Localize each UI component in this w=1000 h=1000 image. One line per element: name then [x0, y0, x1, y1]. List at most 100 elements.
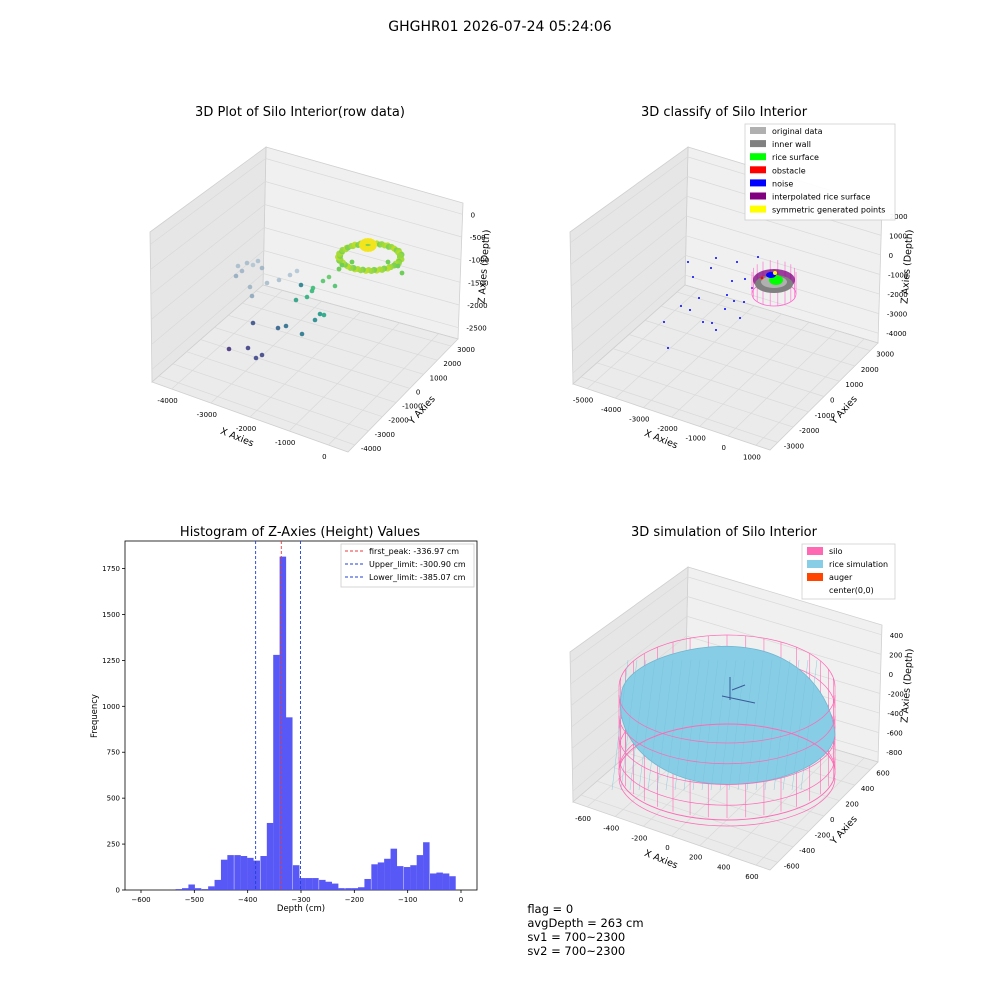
- sv1-readout: sv1 = 700~2300: [527, 930, 626, 944]
- histogram-bar: [227, 855, 234, 890]
- histogram-y-tick-label: 1750: [102, 565, 120, 573]
- histogram-reference-lines: [255, 541, 301, 890]
- histogram-bars: [175, 556, 456, 890]
- raw-edge-point: [339, 262, 345, 268]
- histogram-legend: first_peak: -336.97 cm Upper_limit: -300.…: [340, 543, 475, 588]
- raw-z-gridline: [150, 181, 462, 270]
- classify-y-gridline: [628, 334, 825, 397]
- histogram-plot: Histogram of Z-Axies (Height) Values −60…: [90, 525, 478, 914]
- raw-gridlines: [149, 158, 463, 446]
- raw-peak-point: [370, 240, 377, 247]
- classify-x-tick-label: 1000: [743, 453, 761, 461]
- classify-noise-point: [731, 280, 733, 282]
- classify-legend-swatch: [750, 179, 766, 187]
- histogram-x-tick-label: −400: [238, 896, 257, 904]
- histogram-y-tick-label: 250: [107, 841, 120, 849]
- raw-y-gridline: [242, 302, 438, 361]
- raw-data-point: [283, 323, 289, 329]
- classify-legend-swatch: [750, 205, 766, 213]
- histogram-bar: [351, 888, 359, 890]
- classify-legend-swatch: [750, 140, 766, 148]
- raw-y-gridline: [228, 314, 424, 375]
- raw-data-point: [321, 312, 327, 318]
- classify-legend-swatch: [750, 166, 766, 174]
- simulation-x-axis-label: X Axies: [643, 848, 680, 871]
- histogram-bar: [253, 860, 260, 890]
- classify-noise-point: [667, 347, 669, 349]
- raw-data-point: [235, 263, 241, 269]
- histogram-bar: [430, 873, 437, 890]
- rice-surface-meshline: [701, 659, 719, 791]
- raw-data-point: [250, 262, 256, 268]
- raw-plot-title: 3D Plot of Silo Interior(row data): [195, 105, 405, 120]
- classify-legend-label: symmetric generated points: [772, 206, 885, 215]
- rice-surface-meshline: [638, 659, 656, 791]
- raw-x-gridline: [210, 300, 322, 404]
- sim-y-gridline: [596, 780, 794, 848]
- classify-data-points: [663, 256, 797, 349]
- rice-surface-meshline: [773, 659, 791, 791]
- classify-y-tick-label: 0: [830, 397, 834, 405]
- raw-y-tick-label: -4000: [361, 445, 381, 453]
- raw-data-point: [264, 280, 270, 286]
- sv2-readout: sv2 = 700~2300: [527, 944, 626, 958]
- raw-z-tick-label: -2000: [467, 302, 487, 310]
- raw-x-gridline: [171, 290, 283, 390]
- raw-data-point: [293, 297, 299, 303]
- raw-z-gridline: [150, 204, 462, 295]
- rice-surface-meshline: [728, 659, 746, 791]
- raw-z-tick-label: -1500: [468, 279, 488, 287]
- classify-y-gridline: [660, 305, 855, 367]
- histogram-x-tick-label: −600: [131, 896, 150, 904]
- classify-noise-point: [680, 305, 682, 307]
- sim-z-tick-label: -600: [887, 730, 903, 738]
- rice-surface-meshline: [647, 659, 665, 791]
- auger-blade: [731, 684, 746, 691]
- classify-legend-label: rice surface: [772, 153, 819, 162]
- histogram-tick-labels: −600 −500 −400 −300 −200 −100 0 0 250 500 750 1000 1…: [102, 565, 463, 904]
- raw-data-point: [276, 277, 282, 283]
- histogram-bar: [273, 654, 280, 890]
- classify-z-tick-label: -4000: [886, 330, 906, 338]
- raw-rice-point: [396, 252, 403, 259]
- classify-noise-point: [715, 257, 717, 259]
- raw-data-point: [326, 274, 332, 280]
- classify-legend: original data inner wall rice surface obsta…: [744, 123, 896, 221]
- classify-z-gridline: [571, 215, 881, 309]
- raw-y-gridline: [186, 351, 383, 418]
- simulation-plot-title: 3D simulation of Silo Interior: [631, 525, 818, 540]
- classify-noise-point: [744, 278, 746, 280]
- histogram-bar: [201, 889, 209, 890]
- raw-z-gridline: [151, 273, 459, 370]
- raw-data-point: [239, 268, 245, 274]
- classify-y-tick-label: 2000: [861, 366, 879, 374]
- classify-noise-point: [663, 321, 665, 323]
- classify-tick-labels: -5000 -4000 -3000 -2000 -1000 0 1000 -3000 -2000…: [573, 213, 908, 461]
- raw-z-tick-label: -500: [470, 234, 486, 242]
- histogram-x-tick-label: −500: [185, 896, 204, 904]
- rice-surface-meshline: [665, 659, 683, 791]
- histogram-bar: [188, 884, 195, 890]
- sim-x-tick-label: -600: [575, 815, 591, 823]
- raw-y-gridline: [214, 327, 410, 389]
- raw-data-point: [304, 294, 310, 300]
- histogram-legend-label: Lower_limit: -385.07 cm: [369, 573, 466, 582]
- histogram-bar: [331, 883, 339, 890]
- rice-surface-meshline: [791, 659, 809, 791]
- simulation-silo-and-rice: [611, 634, 836, 827]
- simulation-legend-label: center(0,0): [829, 586, 874, 595]
- simulation-legend: silo rice simulation auger center(0,0): [801, 543, 896, 600]
- rice-surface-meshline: [710, 659, 728, 791]
- histogram-bar: [449, 876, 456, 890]
- classify-legend-swatch: [750, 127, 766, 134]
- histogram-bar: [371, 864, 378, 890]
- raw-y-tick-label: -1000: [402, 403, 422, 411]
- classify-y-gridline: [644, 320, 840, 382]
- classify-floor-pane: [572, 284, 879, 451]
- rice-surface-meshline: [683, 659, 701, 791]
- sim-y-tick-label: -400: [799, 847, 815, 855]
- classify-y-tick-label: 3000: [876, 351, 894, 359]
- histogram-bar: [377, 862, 385, 890]
- raw-data-point: [247, 284, 253, 290]
- raw-y-tick-label: -2000: [388, 417, 408, 425]
